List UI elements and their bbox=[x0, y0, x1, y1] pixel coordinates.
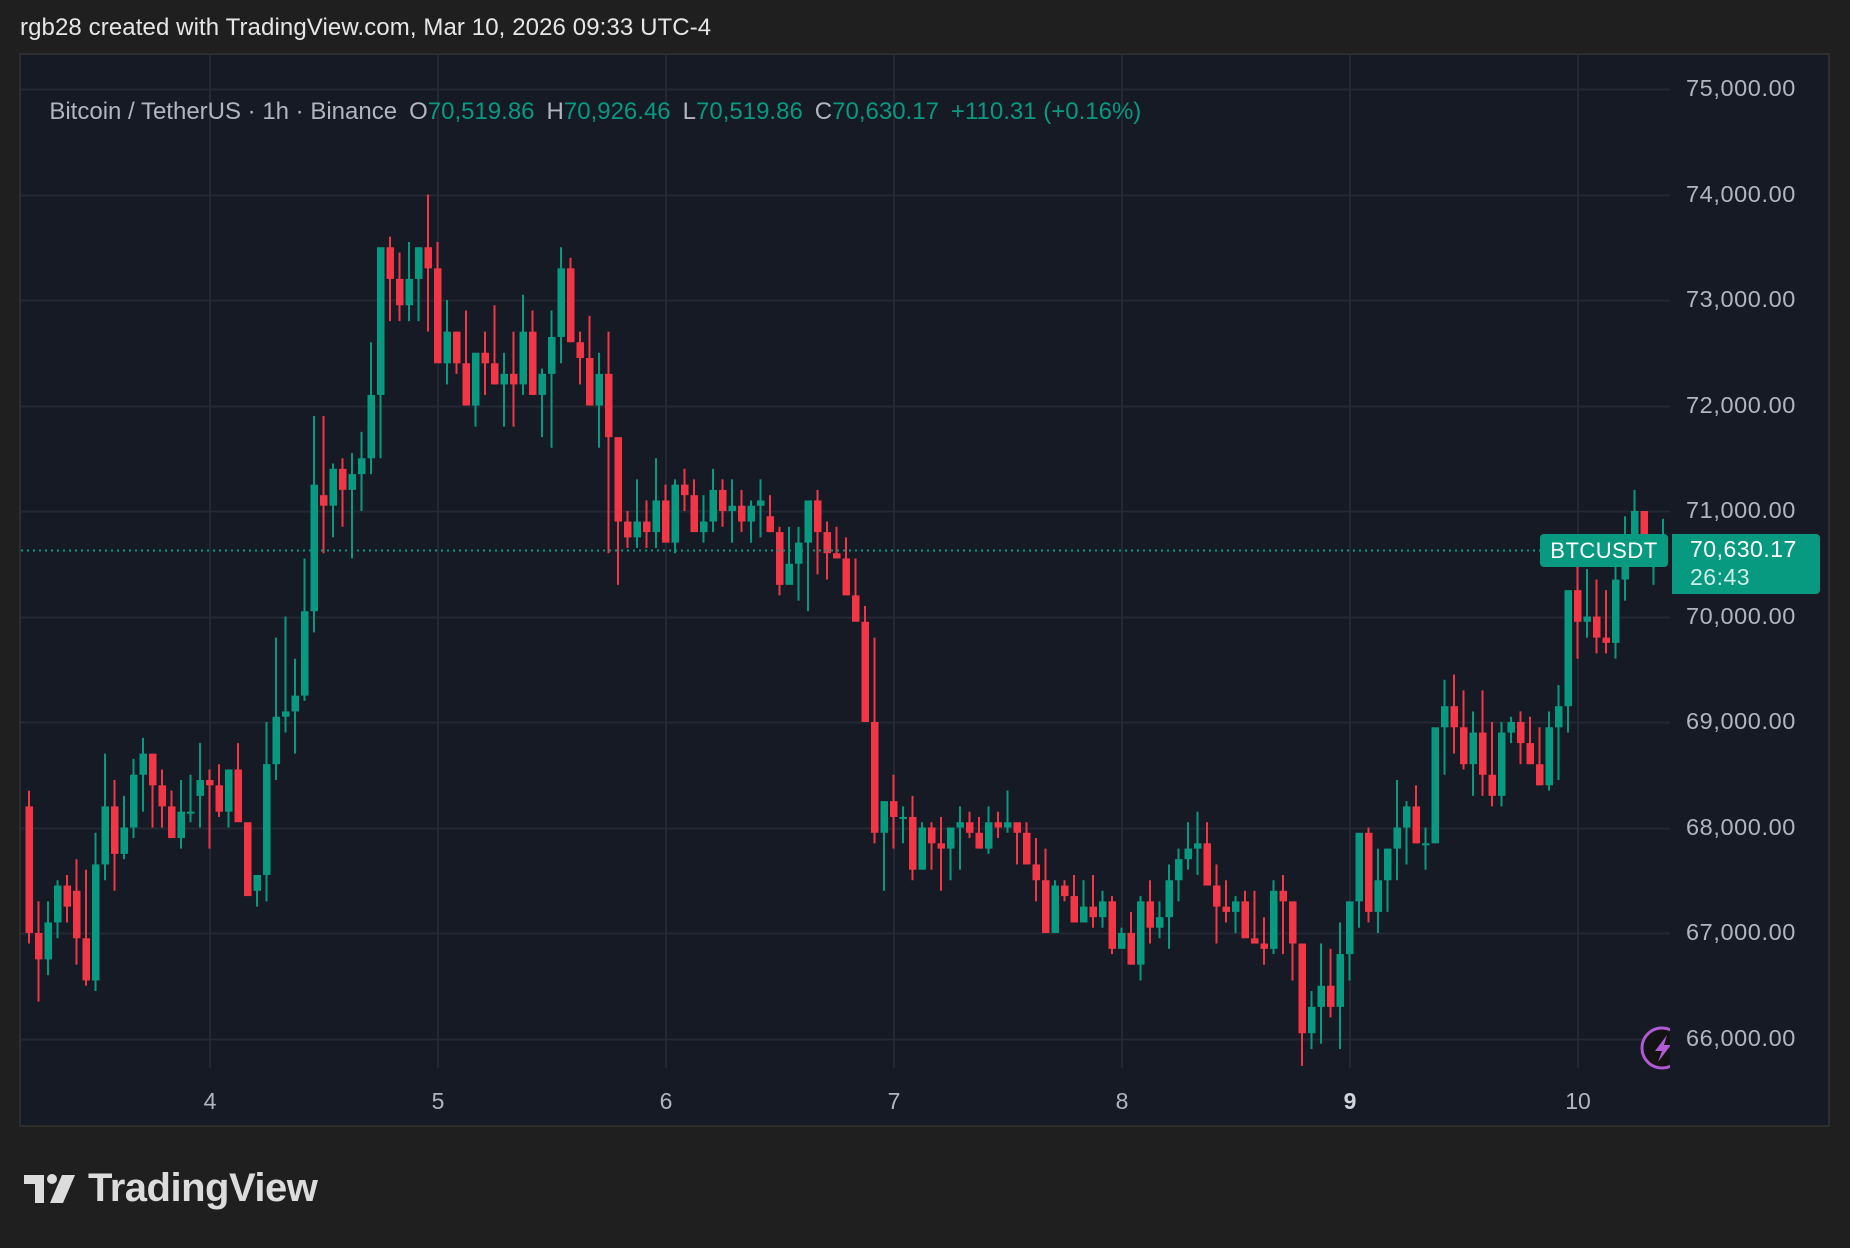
price-tick-label: 73,000.00 bbox=[1686, 286, 1796, 312]
legend-change: +110.31 (+0.16%) bbox=[950, 98, 1142, 125]
tradingview-mark-icon bbox=[24, 1173, 75, 1203]
legend-low-label: L bbox=[682, 98, 697, 125]
time-tick-label: 8 bbox=[1115, 1088, 1129, 1114]
price-tick-label: 66,000.00 bbox=[1686, 1024, 1796, 1051]
last-price: 70,630.17 bbox=[1690, 536, 1797, 562]
time-tick-label: 4 bbox=[203, 1088, 217, 1114]
legend-high-value: 70,926.46 bbox=[563, 98, 671, 125]
legend-close-value: 70,630.17 bbox=[832, 98, 939, 125]
time-tick-label: 9 bbox=[1343, 1088, 1357, 1114]
price-tick-label: 71,000.00 bbox=[1686, 497, 1796, 523]
price-tick-label: 70,000.00 bbox=[1686, 602, 1796, 629]
legend-low-value: 70,519.86 bbox=[696, 98, 803, 125]
price-tick-label: 69,000.00 bbox=[1686, 708, 1796, 734]
time-tick-label: 6 bbox=[659, 1088, 673, 1114]
legend-open-value: 70,519.86 bbox=[427, 98, 535, 125]
time-tick-label: 7 bbox=[887, 1088, 901, 1114]
chart-frame[interactable] bbox=[19, 53, 1830, 1127]
lightning-alert-icon[interactable] bbox=[1640, 1025, 1670, 1071]
legend-close-label: C bbox=[814, 98, 833, 125]
price-tick-label: 67,000.00 bbox=[1686, 919, 1796, 945]
legend-high-label: H bbox=[546, 98, 564, 125]
time-tick-label: 10 bbox=[1565, 1088, 1591, 1114]
time-tick-label: 5 bbox=[431, 1088, 445, 1114]
tradingview-wordmark: TradingView bbox=[88, 1166, 318, 1210]
last-price-tag: 70,630.17 26:43 bbox=[1672, 534, 1820, 594]
legend-open-label: O bbox=[409, 98, 428, 125]
chart-caption: rgb28 created with TradingView.com, Mar … bbox=[20, 14, 712, 41]
chart-legend: Bitcoin / TetherUS · 1h · Binance O70,519… bbox=[36, 70, 1141, 126]
legend-symbol[interactable]: Bitcoin / TetherUS · 1h · Binance bbox=[49, 98, 398, 125]
price-tick-label: 75,000.00 bbox=[1686, 75, 1796, 101]
tradingview-logo: TradingView bbox=[24, 1166, 318, 1211]
bar-countdown: 26:43 bbox=[1690, 564, 1751, 590]
price-tick-label: 74,000.00 bbox=[1686, 180, 1796, 207]
price-tick-label: 68,000.00 bbox=[1686, 813, 1796, 840]
symbol-tag: BTCUSDT bbox=[1540, 534, 1668, 567]
price-tick-label: 72,000.00 bbox=[1686, 391, 1796, 418]
